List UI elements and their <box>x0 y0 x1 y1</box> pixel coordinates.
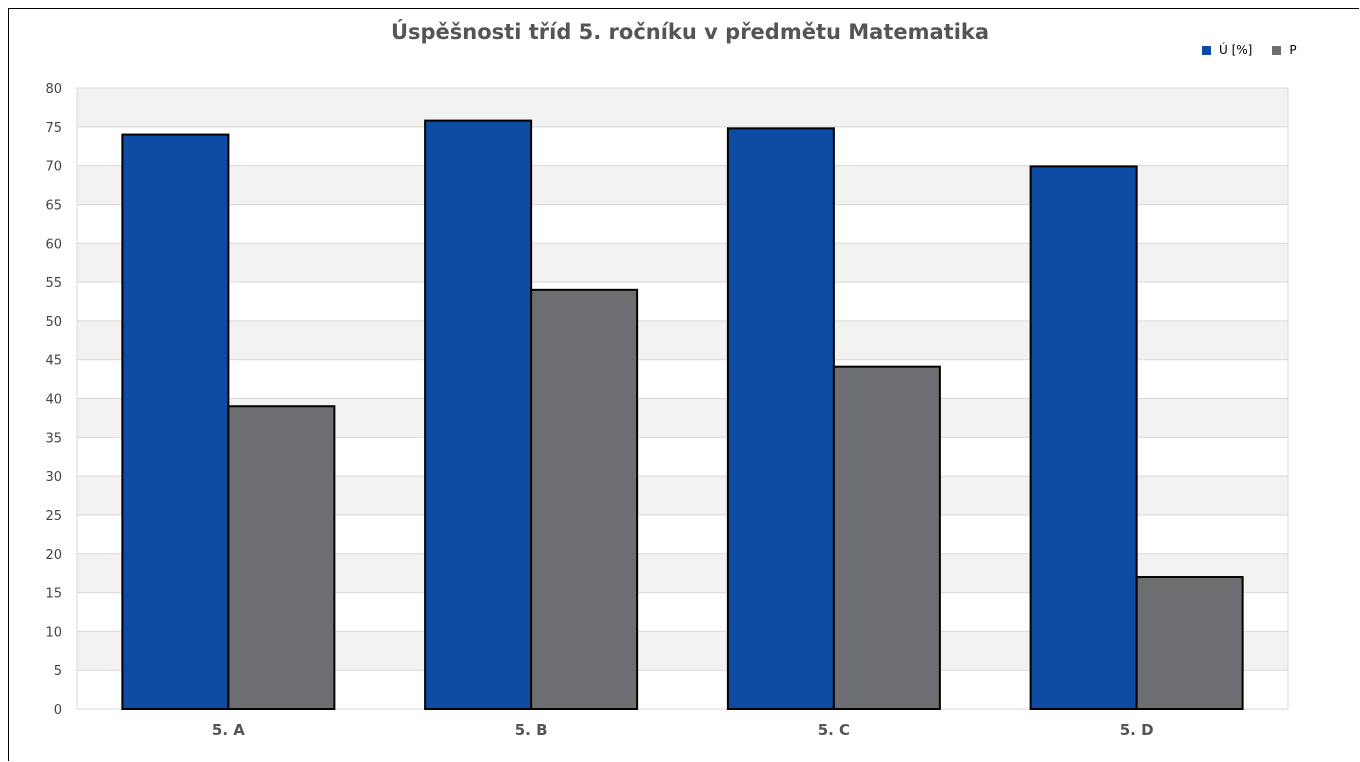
legend-swatch-u <box>1202 45 1211 55</box>
x-tick-label: 5. D <box>1120 721 1154 739</box>
y-tick-label: 50 <box>45 315 62 330</box>
y-tick-label: 20 <box>45 548 62 563</box>
y-tick-label: 45 <box>45 354 62 369</box>
bar-p-5d <box>1135 576 1244 710</box>
bar-p-5b <box>530 288 639 710</box>
bar-p-5c <box>832 365 941 710</box>
chart-legend: Ú [%] P <box>1202 40 1297 60</box>
bar-u-5d <box>1029 165 1138 710</box>
chart-title: Úspěšnosti tříd 5. ročníku v předmětu Ma… <box>390 20 990 44</box>
legend-label-u: Ú [%] <box>1219 43 1253 57</box>
y-tick-label: 75 <box>45 121 62 136</box>
y-tick-label: 55 <box>45 276 62 291</box>
y-tick-label: 10 <box>45 625 62 640</box>
y-tick-label: 70 <box>45 160 62 175</box>
y-tick-label: 30 <box>45 470 62 485</box>
y-tick-label: 5 <box>54 664 62 679</box>
y-tick-label: 40 <box>45 393 62 408</box>
x-tick-label: 5. A <box>212 721 245 739</box>
y-tick-label: 15 <box>45 587 62 602</box>
y-tick-label: 80 <box>45 82 62 97</box>
y-tick-label: 60 <box>45 237 62 252</box>
bar-u-5b <box>424 119 533 711</box>
legend-label-p: P <box>1289 43 1297 57</box>
plot-band <box>77 88 1288 127</box>
x-tick-label: 5. C <box>818 721 850 739</box>
legend-swatch-p <box>1272 45 1282 55</box>
bar-p-5a <box>227 405 336 710</box>
y-tick-label: 35 <box>45 431 62 446</box>
plot-band <box>77 126 1288 166</box>
legend-item-p: P <box>1272 43 1297 57</box>
y-tick-label: 0 <box>54 703 62 718</box>
legend-item-u: Ú [%] <box>1202 43 1252 57</box>
plot-area-border <box>76 87 1289 710</box>
x-tick-label: 5. B <box>515 721 548 739</box>
y-tick-label: 65 <box>45 198 62 213</box>
y-tick-label: 25 <box>45 509 62 524</box>
bar-u-5a <box>121 133 230 710</box>
bar-u-5c <box>726 127 835 711</box>
